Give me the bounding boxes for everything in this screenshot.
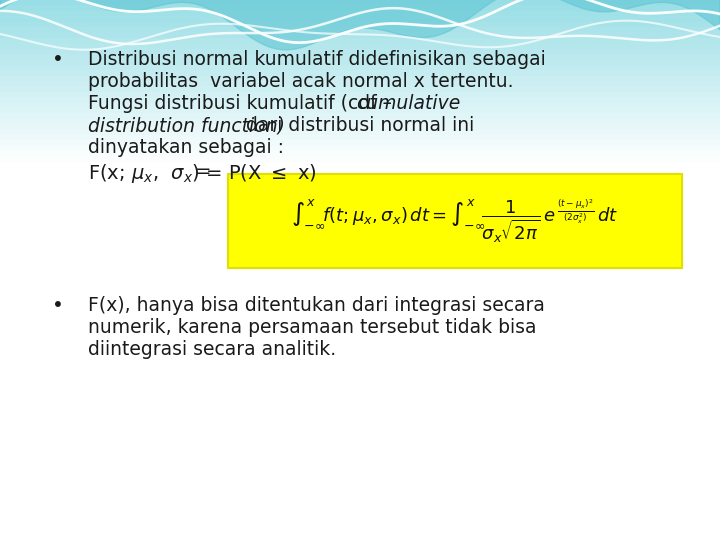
Bar — [0, 59, 720, 65]
Bar — [0, 130, 720, 135]
Text: dari distribusi normal ini: dari distribusi normal ini — [240, 116, 474, 135]
Text: F(x), hanya bisa ditentukan dari integrasi secara: F(x), hanya bisa ditentukan dari integra… — [88, 296, 545, 315]
Text: $\int_{-\infty}^{x}\! f(t;\mu_x,\sigma_x)\,dt= \int_{-\infty}^{x}\!\dfrac{1}{\si: $\int_{-\infty}^{x}\! f(t;\mu_x,\sigma_x… — [292, 197, 618, 245]
Text: cumulative: cumulative — [356, 94, 460, 113]
Bar — [0, 5, 720, 11]
Bar — [0, 0, 720, 5]
Bar — [0, 54, 720, 59]
Bar — [0, 97, 720, 103]
Bar — [0, 22, 720, 27]
Text: Distribusi normal kumulatif didefinisikan sebagai: Distribusi normal kumulatif didefinisika… — [88, 50, 546, 69]
Bar — [0, 76, 720, 81]
Bar — [0, 92, 720, 97]
Bar — [0, 157, 720, 162]
Bar — [0, 32, 720, 38]
Bar — [0, 146, 720, 151]
Bar — [0, 151, 720, 157]
Bar — [0, 135, 720, 140]
Bar — [0, 108, 720, 113]
Bar — [0, 38, 720, 43]
Bar — [0, 119, 720, 124]
Text: Fungsi distribusi kumulatif (cdf –: Fungsi distribusi kumulatif (cdf – — [88, 94, 398, 113]
Bar — [0, 81, 720, 86]
Text: distribution function): distribution function) — [88, 116, 285, 135]
Text: diintegrasi secara analitik.: diintegrasi secara analitik. — [88, 340, 336, 359]
Text: •: • — [52, 50, 64, 69]
Text: probabilitas  variabel acak normal x tertentu.: probabilitas variabel acak normal x tert… — [88, 72, 513, 91]
Bar — [0, 11, 720, 16]
Bar — [0, 65, 720, 70]
Bar — [0, 49, 720, 54]
Bar — [0, 113, 720, 119]
Text: dinyatakan sebagai :: dinyatakan sebagai : — [88, 138, 284, 157]
Text: =: = — [195, 163, 212, 181]
Bar — [0, 16, 720, 22]
Text: •: • — [52, 296, 64, 315]
Bar — [0, 43, 720, 49]
Text: F(x; $\mu_x$,  $\sigma_x$) = P(X $\leq$ x): F(x; $\mu_x$, $\sigma_x$) = P(X $\leq$ x… — [88, 162, 317, 185]
Bar — [0, 103, 720, 108]
Text: numerik, karena persamaan tersebut tidak bisa: numerik, karena persamaan tersebut tidak… — [88, 318, 536, 337]
Bar — [0, 86, 720, 92]
FancyBboxPatch shape — [228, 174, 682, 268]
Bar — [0, 27, 720, 32]
Bar — [0, 140, 720, 146]
Bar — [0, 70, 720, 76]
Bar — [0, 124, 720, 130]
